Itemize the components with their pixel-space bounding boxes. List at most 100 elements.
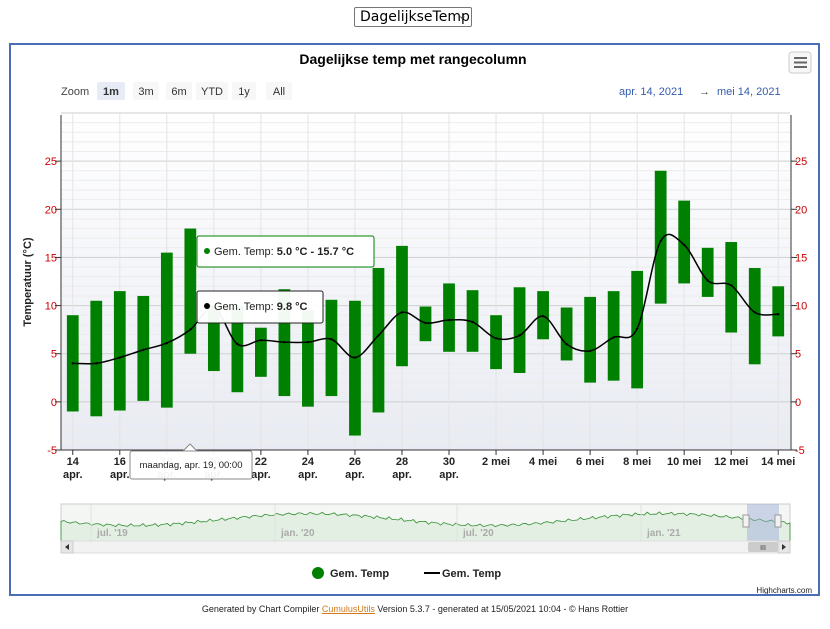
y-tick-label-right: 25 <box>795 156 807 168</box>
y-axis-title: Temperatuur (°C) <box>22 237 34 326</box>
y-tick-label-right: 0 <box>795 397 801 409</box>
date-range-from[interactable]: apr. 14, 2021 <box>619 86 683 98</box>
navigator-series <box>60 511 791 542</box>
y-tick-label-right: 5 <box>795 349 801 361</box>
zoom-button-label: 1m <box>103 86 119 98</box>
tooltip-line: Gem. Temp: 9.8 °C <box>196 290 324 324</box>
range-column[interactable] <box>137 295 150 401</box>
navigator-label: jul. '20 <box>462 528 494 539</box>
footer-prefix: Generated by Chart Compiler <box>201 604 322 614</box>
chevron-down-icon: ⌄ <box>457 9 467 22</box>
x-tick-label: 2 mei <box>482 456 510 468</box>
range-column[interactable] <box>349 300 361 436</box>
range-column[interactable] <box>748 268 761 365</box>
series-line-gem-temp <box>72 233 779 365</box>
range-column[interactable] <box>490 315 502 370</box>
tooltip-line-value: 9.8 °C <box>277 301 308 313</box>
y-tick-label-left: -5 <box>47 445 57 457</box>
navigator[interactable]: jul. '19 jan. '20 jul. '20 jan. '21 <box>60 503 791 542</box>
zoom-button-1y[interactable]: 1y <box>232 82 256 100</box>
zoom-buttons: 1m 3m 6m YTD 1y All <box>97 82 292 100</box>
tooltip-range-label: Gem. Temp: <box>214 246 277 258</box>
date-range-to[interactable]: mei 14, 2021 <box>717 86 781 98</box>
y-tick-label-right: 10 <box>795 301 807 313</box>
range-column[interactable] <box>160 252 173 408</box>
range-column[interactable] <box>584 296 596 383</box>
svg-text:Gem. Temp: 9.8 °C: Gem. Temp: 9.8 °C <box>214 301 308 313</box>
y-tick-label-right: -5 <box>795 445 805 457</box>
range-column[interactable] <box>255 327 267 377</box>
range-column[interactable] <box>207 305 220 372</box>
range-column[interactable] <box>560 307 573 361</box>
x-tick-label: 10 mei <box>667 456 701 468</box>
zoom-button-1m[interactable]: 1m <box>97 82 125 100</box>
x-tick-label: 12 mei <box>714 456 748 468</box>
tooltip-range-value: 5.0 °C - 15.7 °C <box>277 246 354 258</box>
y-tick-label-left: 5 <box>51 349 57 361</box>
tooltip-date: maandag, apr. 19, 00:00 <box>129 443 253 480</box>
svg-text:III: III <box>760 545 766 552</box>
range-column[interactable] <box>90 300 103 417</box>
zoom-label: Zoom <box>61 86 89 98</box>
range-column[interactable] <box>678 200 691 284</box>
range-column[interactable] <box>513 287 526 373</box>
chart-selector-value: DagelijkseTemp <box>360 9 470 25</box>
chart-selector[interactable]: DagelijkseTemp ⌄ <box>354 7 472 27</box>
legend-label-line: Gem. Temp <box>442 568 501 580</box>
zoom-button-ytd[interactable]: YTD <box>196 82 228 100</box>
range-column[interactable] <box>654 170 667 304</box>
date-range-arrow: → <box>699 86 710 98</box>
tooltip-range: Gem. Temp: 5.0 °C - 15.7 °C <box>196 235 375 268</box>
range-column[interactable] <box>443 283 455 352</box>
zoom-button-all[interactable]: All <box>266 82 292 100</box>
hamburger-menu-icon[interactable] <box>788 51 812 74</box>
range-column[interactable] <box>325 299 338 397</box>
y-tick-label-left: 20 <box>45 204 57 216</box>
navigator-label: jul. '19 <box>96 528 128 539</box>
zoom-button-label: 3m <box>138 86 153 98</box>
x-tick-label: 26 apr. <box>345 456 365 481</box>
x-tick-label: 6 mei <box>576 456 604 468</box>
highcharts-credits[interactable]: Highcharts.com <box>756 586 812 594</box>
legend-item-range[interactable]: Gem. Temp <box>312 567 389 580</box>
range-column[interactable] <box>231 306 244 393</box>
range-column[interactable] <box>396 245 408 367</box>
zoom-button-6m[interactable]: 6m <box>166 82 192 100</box>
y-tick-label-left: 15 <box>45 252 57 264</box>
x-tick-label: 22 apr. <box>251 456 271 481</box>
x-tick-label: 8 mei <box>623 456 651 468</box>
x-tick-label: 14 apr. <box>63 456 83 481</box>
navigator-handle-right[interactable] <box>774 514 782 528</box>
range-column[interactable] <box>701 247 714 297</box>
zoom-button-3m[interactable]: 3m <box>133 82 159 100</box>
x-tick-label: 30 apr. <box>439 456 459 481</box>
range-column[interactable] <box>184 228 197 354</box>
plot-area <box>61 113 790 450</box>
legend-label-range: Gem. Temp <box>330 568 389 580</box>
footer-suffix: Version 5.3.7 - generated at 15/05/2021 … <box>374 604 629 614</box>
svg-text:Gem. Temp: 5.0 °C - 15.7 °C: Gem. Temp: 5.0 °C - 15.7 °C <box>214 246 354 258</box>
range-column[interactable] <box>607 291 620 381</box>
range-column[interactable] <box>725 242 738 333</box>
range-column[interactable] <box>372 268 385 413</box>
range-column[interactable] <box>772 286 785 337</box>
navigator-label: jan. '21 <box>646 528 681 539</box>
range-column[interactable] <box>113 291 126 411</box>
y-tick-label-left: 25 <box>45 156 57 168</box>
navigator-label: jan. '20 <box>280 528 315 539</box>
chart-title: Dagelijkse temp met rangecolumn <box>299 51 526 67</box>
tooltip-date-text: maandag, apr. 19, 00:00 <box>140 460 243 471</box>
zoom-button-label: All <box>273 86 285 98</box>
footer-link[interactable]: CumulusUtils <box>321 604 375 614</box>
chart: Dagelijkse temp met rangecolumn Zoom 1m 3… <box>22 51 812 594</box>
tooltip-line-label: Gem. Temp: <box>214 301 277 313</box>
legend-item-line[interactable]: Gem. Temp <box>424 568 501 580</box>
x-tick-label: 28 apr. <box>392 456 412 481</box>
y-tick-label-right: 15 <box>795 252 807 264</box>
navigator-selection[interactable] <box>747 504 779 541</box>
navigator-handle-left[interactable] <box>742 514 750 528</box>
range-column[interactable] <box>302 310 314 407</box>
zoom-button-label: 6m <box>171 86 186 98</box>
page-footer: Generated by Chart Compiler CumulusUtils… <box>0 604 830 614</box>
navigator-scrollbar[interactable]: III <box>60 540 791 554</box>
